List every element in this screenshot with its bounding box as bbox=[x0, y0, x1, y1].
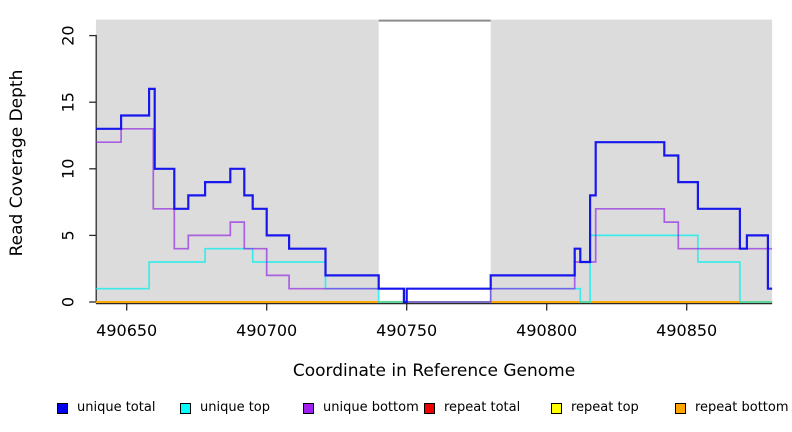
legend-label: unique bottom bbox=[323, 400, 419, 415]
legend-label: repeat total bbox=[444, 400, 521, 415]
x-tick-label: 490800 bbox=[516, 321, 577, 340]
x-tick-label: 490700 bbox=[236, 321, 297, 340]
plot-area: 490650 490700 490750 490800 490850 0 5 10 15 20 bbox=[59, 19, 773, 340]
legend-label: repeat bottom bbox=[695, 400, 789, 415]
legend-label: unique total bbox=[77, 400, 156, 415]
y-axis-title: Read Coverage Depth bbox=[7, 69, 27, 257]
y-tick-label: 0 bbox=[59, 297, 78, 307]
series-line-unique-bottom bbox=[95, 127, 773, 303]
legend-swatch-repeat-bottom bbox=[675, 402, 686, 414]
legend-label: repeat top bbox=[571, 400, 639, 415]
legend-swatch-unique-total bbox=[57, 402, 68, 414]
legend-swatch-unique-top bbox=[180, 402, 191, 414]
y-tick-label: 10 bbox=[59, 159, 78, 179]
legend-item-repeat-total: repeat total bbox=[424, 398, 520, 418]
legend-item-unique-bottom: unique bottom bbox=[303, 398, 419, 418]
x-tick-label: 490650 bbox=[96, 321, 157, 340]
coverage-shade-region-1 bbox=[95, 19, 379, 304]
x-tick-label: 490850 bbox=[656, 321, 717, 340]
legend-label: unique top bbox=[200, 400, 271, 415]
x-axis-title: Coordinate in Reference Genome bbox=[292, 361, 576, 381]
legend-item-repeat-bottom: repeat bottom bbox=[675, 398, 789, 418]
legend-swatch-repeat-top bbox=[551, 402, 562, 414]
legend-item-unique-top: unique top bbox=[180, 398, 270, 418]
y-tick-label: 5 bbox=[59, 230, 78, 240]
y-tick-label: 15 bbox=[59, 92, 78, 112]
legend-item-unique-total: unique total bbox=[57, 398, 155, 418]
x-tick-label: 490750 bbox=[376, 321, 437, 340]
y-tick-label: 20 bbox=[59, 25, 78, 45]
legend-item-repeat-top: repeat top bbox=[551, 398, 639, 418]
series-line-unique-total bbox=[95, 87, 773, 304]
legend-swatch-unique-bottom bbox=[303, 402, 314, 414]
coverage-shade-region-2 bbox=[490, 19, 773, 304]
legend-swatch-repeat-total bbox=[424, 402, 435, 414]
